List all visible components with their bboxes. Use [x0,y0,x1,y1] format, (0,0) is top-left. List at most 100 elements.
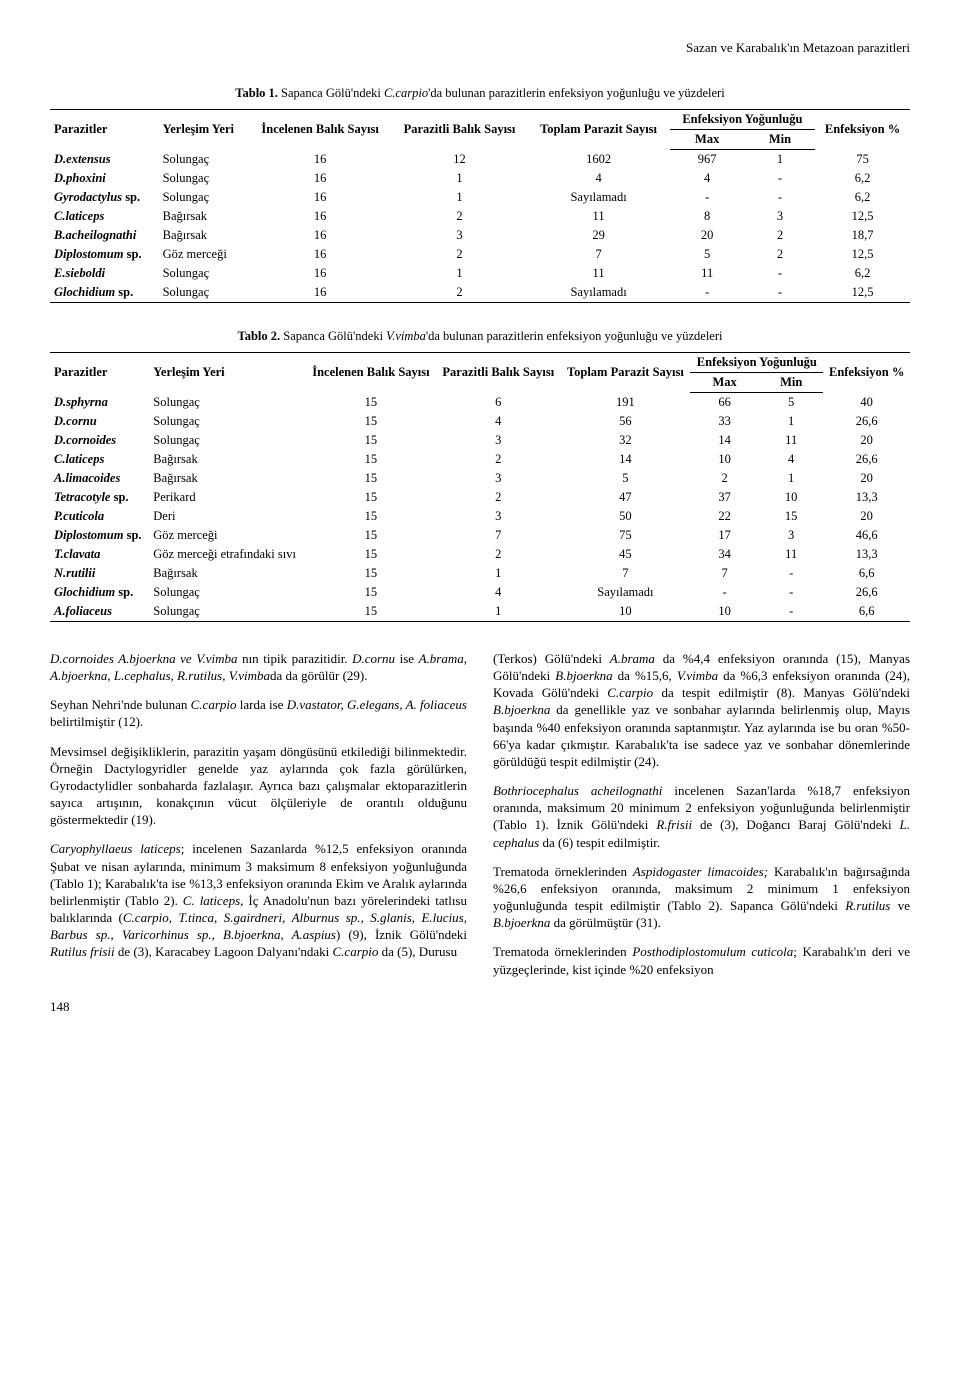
table-cell: 12,5 [815,283,910,303]
th-max: Max [670,130,745,150]
table-cell: 7 [690,564,759,583]
table-cell: 14 [690,431,759,450]
table-row: Diplostomum sp.Göz merceği16275212,5 [50,245,910,264]
table-cell: 1 [436,564,560,583]
table-row: Gyrodactylus sp.Solungaç161Sayılamadı--6… [50,188,910,207]
p5d: B.bjoerkna [555,668,612,683]
table-cell: D.cornoides [50,431,149,450]
table-cell: 22 [690,507,759,526]
table-cell: D.extensus [50,150,159,170]
p6a: Bothriocephalus acheilognathi [493,783,662,798]
table-cell: Solungaç [159,188,249,207]
p2b: C.carpio [191,697,237,712]
table-cell: P.cuticola [50,507,149,526]
table-cell: C.laticeps [50,450,149,469]
table-row: D.cornoidesSolungaç15332141120 [50,431,910,450]
table1-title-species: C.carpio [384,86,428,100]
table-cell: 11 [670,264,745,283]
table-row: T.clavataGöz merceği etrafındaki sıvı152… [50,545,910,564]
table-cell: - [759,564,823,583]
table-cell: 14 [561,450,691,469]
table-cell: 3 [436,431,560,450]
para-4: Caryophyllaeus laticeps; incelenen Sazan… [50,840,467,960]
table-cell: 7 [561,564,691,583]
p4j: da (5), Durusu [378,944,457,959]
table-row: N.rutiliiBağırsak15177-6,6 [50,564,910,583]
table-cell: 6,2 [815,264,910,283]
table-cell: Solungaç [149,602,306,622]
table-cell: E.sieboldi [50,264,159,283]
th-site: Yerleşim Yeri [159,110,249,150]
p2d: D.vastator, G.elegans, A. foliaceus [287,697,467,712]
th-prevalence: Enfeksiyon % [815,110,910,150]
p8a: Trematoda örneklerinden [493,944,632,959]
table-cell: 45 [561,545,691,564]
table-cell: N.rutilii [50,564,149,583]
table-cell: 3 [436,469,560,488]
table-row: A.foliaceusSolungaç1511010-6,6 [50,602,910,622]
table1: Parazitler Yerleşim Yeri İncelenen Balık… [50,109,910,303]
table-cell: - [759,583,823,602]
table-row: Tetracotyle sp.Perikard15247371013,3 [50,488,910,507]
p7g: da görülmüştür (31). [550,915,660,930]
table-cell: 4 [759,450,823,469]
table-cell: Solungaç [159,150,249,170]
table-row: D.extensusSolungaç16121602967175 [50,150,910,170]
p5f: V.vimba [677,668,718,683]
p1c: D.cornu [352,651,395,666]
table-cell: 20 [823,469,910,488]
p4c: C. laticeps, [183,893,244,908]
table-row: B.acheilognathiBağırsak1632920218,7 [50,226,910,245]
table-cell: Solungaç [159,283,249,303]
table-cell: 15 [306,431,436,450]
table-cell: 33 [690,412,759,431]
table-cell: D.cornu [50,412,149,431]
table-cell: 15 [306,393,436,413]
table-cell: 16 [249,207,392,226]
table-cell: 2 [690,469,759,488]
table-cell: Solungaç [149,431,306,450]
table-cell: 12 [391,150,527,170]
table-cell: 15 [306,450,436,469]
table-cell: 18,7 [815,226,910,245]
table-cell: 11 [528,264,670,283]
table-cell: - [745,188,815,207]
table-cell: Solungaç [159,169,249,188]
table-cell: 2 [391,207,527,226]
table-cell: 5 [759,393,823,413]
page-number: 148 [50,999,910,1015]
table-cell: 12,5 [815,245,910,264]
table-cell: 17 [690,526,759,545]
table-cell: - [745,169,815,188]
table-cell: 34 [690,545,759,564]
table-cell: - [690,583,759,602]
table2-title-rest: Sapanca Gölü'ndeki [280,329,386,343]
table-cell: Deri [149,507,306,526]
p7f: B.bjoerkna [493,915,550,930]
table-cell: 1 [391,188,527,207]
table-cell: 13,3 [823,545,910,564]
p1a: D.cornoides A.bjoerkna ve V.vimba [50,651,238,666]
table-cell: 5 [561,469,691,488]
table-cell: 1602 [528,150,670,170]
p7a: Trematoda örneklerinden [493,864,633,879]
p5b: A.brama [610,651,655,666]
table-cell: 7 [528,245,670,264]
table-cell: 2 [745,226,815,245]
table-cell: A.limacoides [50,469,149,488]
p1d: ise [395,651,419,666]
table-cell: 40 [823,393,910,413]
table1-title-rest: Sapanca Gölü'ndeki [278,86,384,100]
para-7: Trematoda örneklerinden Aspidogaster lim… [493,863,910,932]
p6f: da (6) tespit edilmiştir. [539,835,660,850]
table-cell: 1 [745,150,815,170]
th-min2: Min [759,373,823,393]
table-cell: Perikard [149,488,306,507]
table-row: Glochidium sp.Solungaç154Sayılamadı--26,… [50,583,910,602]
th-intensity2: Enfeksiyon Yoğunluğu [690,353,823,373]
table1-title: Tablo 1. Sapanca Gölü'ndeki C.carpio'da … [50,86,910,101]
p5k: da genellikle yaz ve sonbahar aylarında … [493,702,910,768]
p4g: Rutilus frisii [50,944,115,959]
table-cell: - [745,264,815,283]
table2: Parazitler Yerleşim Yeri İncelenen Balık… [50,352,910,622]
